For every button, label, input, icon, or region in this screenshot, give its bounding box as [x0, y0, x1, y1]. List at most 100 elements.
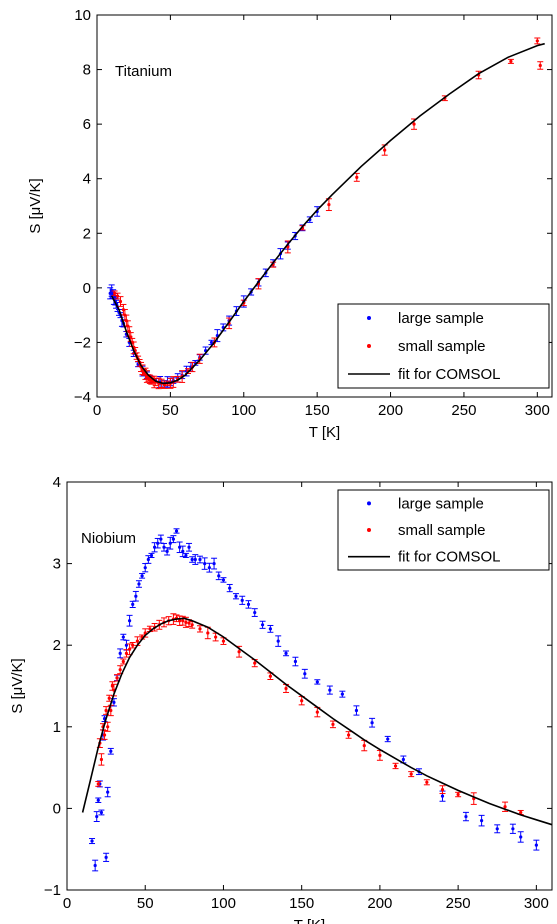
fit-line: [81, 617, 553, 826]
data-point: [107, 696, 111, 700]
data-point: [276, 639, 280, 643]
data-point: [190, 557, 194, 562]
y-tick-label: 0: [83, 280, 91, 297]
data-point: [148, 627, 152, 631]
data-point: [99, 757, 104, 762]
data-point: [118, 651, 122, 655]
y-tick-label: 2: [83, 225, 91, 242]
series-fit-for-comsol: [81, 617, 553, 826]
data-point: [187, 545, 191, 549]
y-tick-label: 4: [83, 171, 91, 188]
legend-point-swatch: [367, 501, 371, 506]
x-tick-label: 0: [63, 895, 71, 912]
data-point: [168, 541, 172, 545]
data-point: [511, 827, 515, 831]
x-tick-label: 250: [446, 895, 471, 912]
data-point: [315, 680, 319, 684]
data-point: [386, 737, 390, 741]
data-point: [383, 148, 387, 152]
x-tick-label: 200: [367, 895, 392, 912]
data-point: [362, 743, 366, 748]
data-point: [93, 863, 97, 868]
data-point: [109, 749, 113, 753]
data-point: [534, 843, 538, 847]
data-point: [347, 733, 351, 737]
data-point: [106, 790, 110, 794]
data-point: [99, 810, 104, 815]
data-point: [303, 672, 307, 676]
data-point: [178, 619, 182, 623]
data-point: [96, 798, 100, 802]
data-point: [184, 553, 188, 558]
data-point: [156, 541, 160, 545]
panel-annotation: Niobium: [81, 530, 136, 547]
data-point: [127, 647, 132, 651]
data-point: [240, 598, 244, 602]
y-tick-label: 2: [53, 637, 61, 654]
data-point: [234, 594, 238, 598]
data-point: [193, 557, 197, 562]
data-point: [135, 639, 140, 643]
data-point: [129, 335, 133, 339]
y-tick-label: 3: [53, 556, 61, 573]
x-tick-label: 300: [525, 402, 550, 419]
data-point: [331, 722, 335, 726]
data-point: [284, 651, 288, 655]
x-tick-label: 50: [162, 402, 179, 419]
x-tick-label: 100: [231, 402, 256, 419]
data-point: [115, 676, 119, 680]
data-point: [102, 733, 107, 737]
titanium-chart: 0 50 100 150 200 250 300 −4 −2 0 2 4 6 8 10 T [K] S [μV/…: [27, 7, 553, 441]
data-point: [127, 619, 132, 623]
x-axis-label: T [K]: [294, 917, 325, 924]
x-tick-label: 0: [93, 402, 101, 419]
data-point: [118, 668, 122, 672]
data-point: [246, 602, 251, 607]
data-point: [409, 772, 413, 776]
data-point: [315, 710, 319, 714]
x-tick-label: 250: [451, 402, 476, 419]
data-point: [198, 627, 202, 631]
data-point: [134, 594, 138, 598]
data-point: [212, 562, 216, 566]
legend-point-swatch: [367, 528, 371, 532]
data-point: [181, 619, 185, 623]
data-point: [355, 175, 359, 179]
y-tick-label: 10: [74, 7, 91, 24]
data-point: [535, 39, 539, 43]
data-point: [203, 562, 207, 566]
data-point: [184, 620, 188, 624]
data-point: [293, 659, 298, 664]
data-point: [115, 294, 120, 298]
data-point: [253, 610, 257, 615]
data-point: [206, 631, 210, 635]
legend-label: fit for COMSOL: [398, 366, 501, 383]
data-point: [228, 586, 232, 590]
data-point: [393, 764, 398, 768]
data-point: [340, 692, 344, 696]
data-point: [284, 686, 288, 691]
data-point: [110, 684, 114, 688]
data-point: [146, 557, 150, 562]
data-point: [121, 659, 125, 664]
data-point: [221, 578, 226, 582]
data-point: [143, 566, 147, 570]
data-point: [131, 602, 135, 607]
data-point: [370, 721, 374, 725]
data-point: [187, 621, 191, 625]
data-point: [207, 566, 211, 570]
data-point: [328, 688, 332, 692]
data-point: [519, 835, 523, 839]
data-point: [131, 643, 135, 647]
data-point: [456, 792, 460, 797]
series-large-sample: [89, 528, 540, 872]
data-point: [90, 839, 94, 843]
x-axis-label: T [K]: [309, 424, 340, 441]
x-tick-label: 200: [378, 402, 403, 419]
data-point: [217, 574, 221, 578]
data-point: [479, 819, 484, 823]
data-point: [440, 788, 445, 792]
data-point: [96, 782, 100, 786]
